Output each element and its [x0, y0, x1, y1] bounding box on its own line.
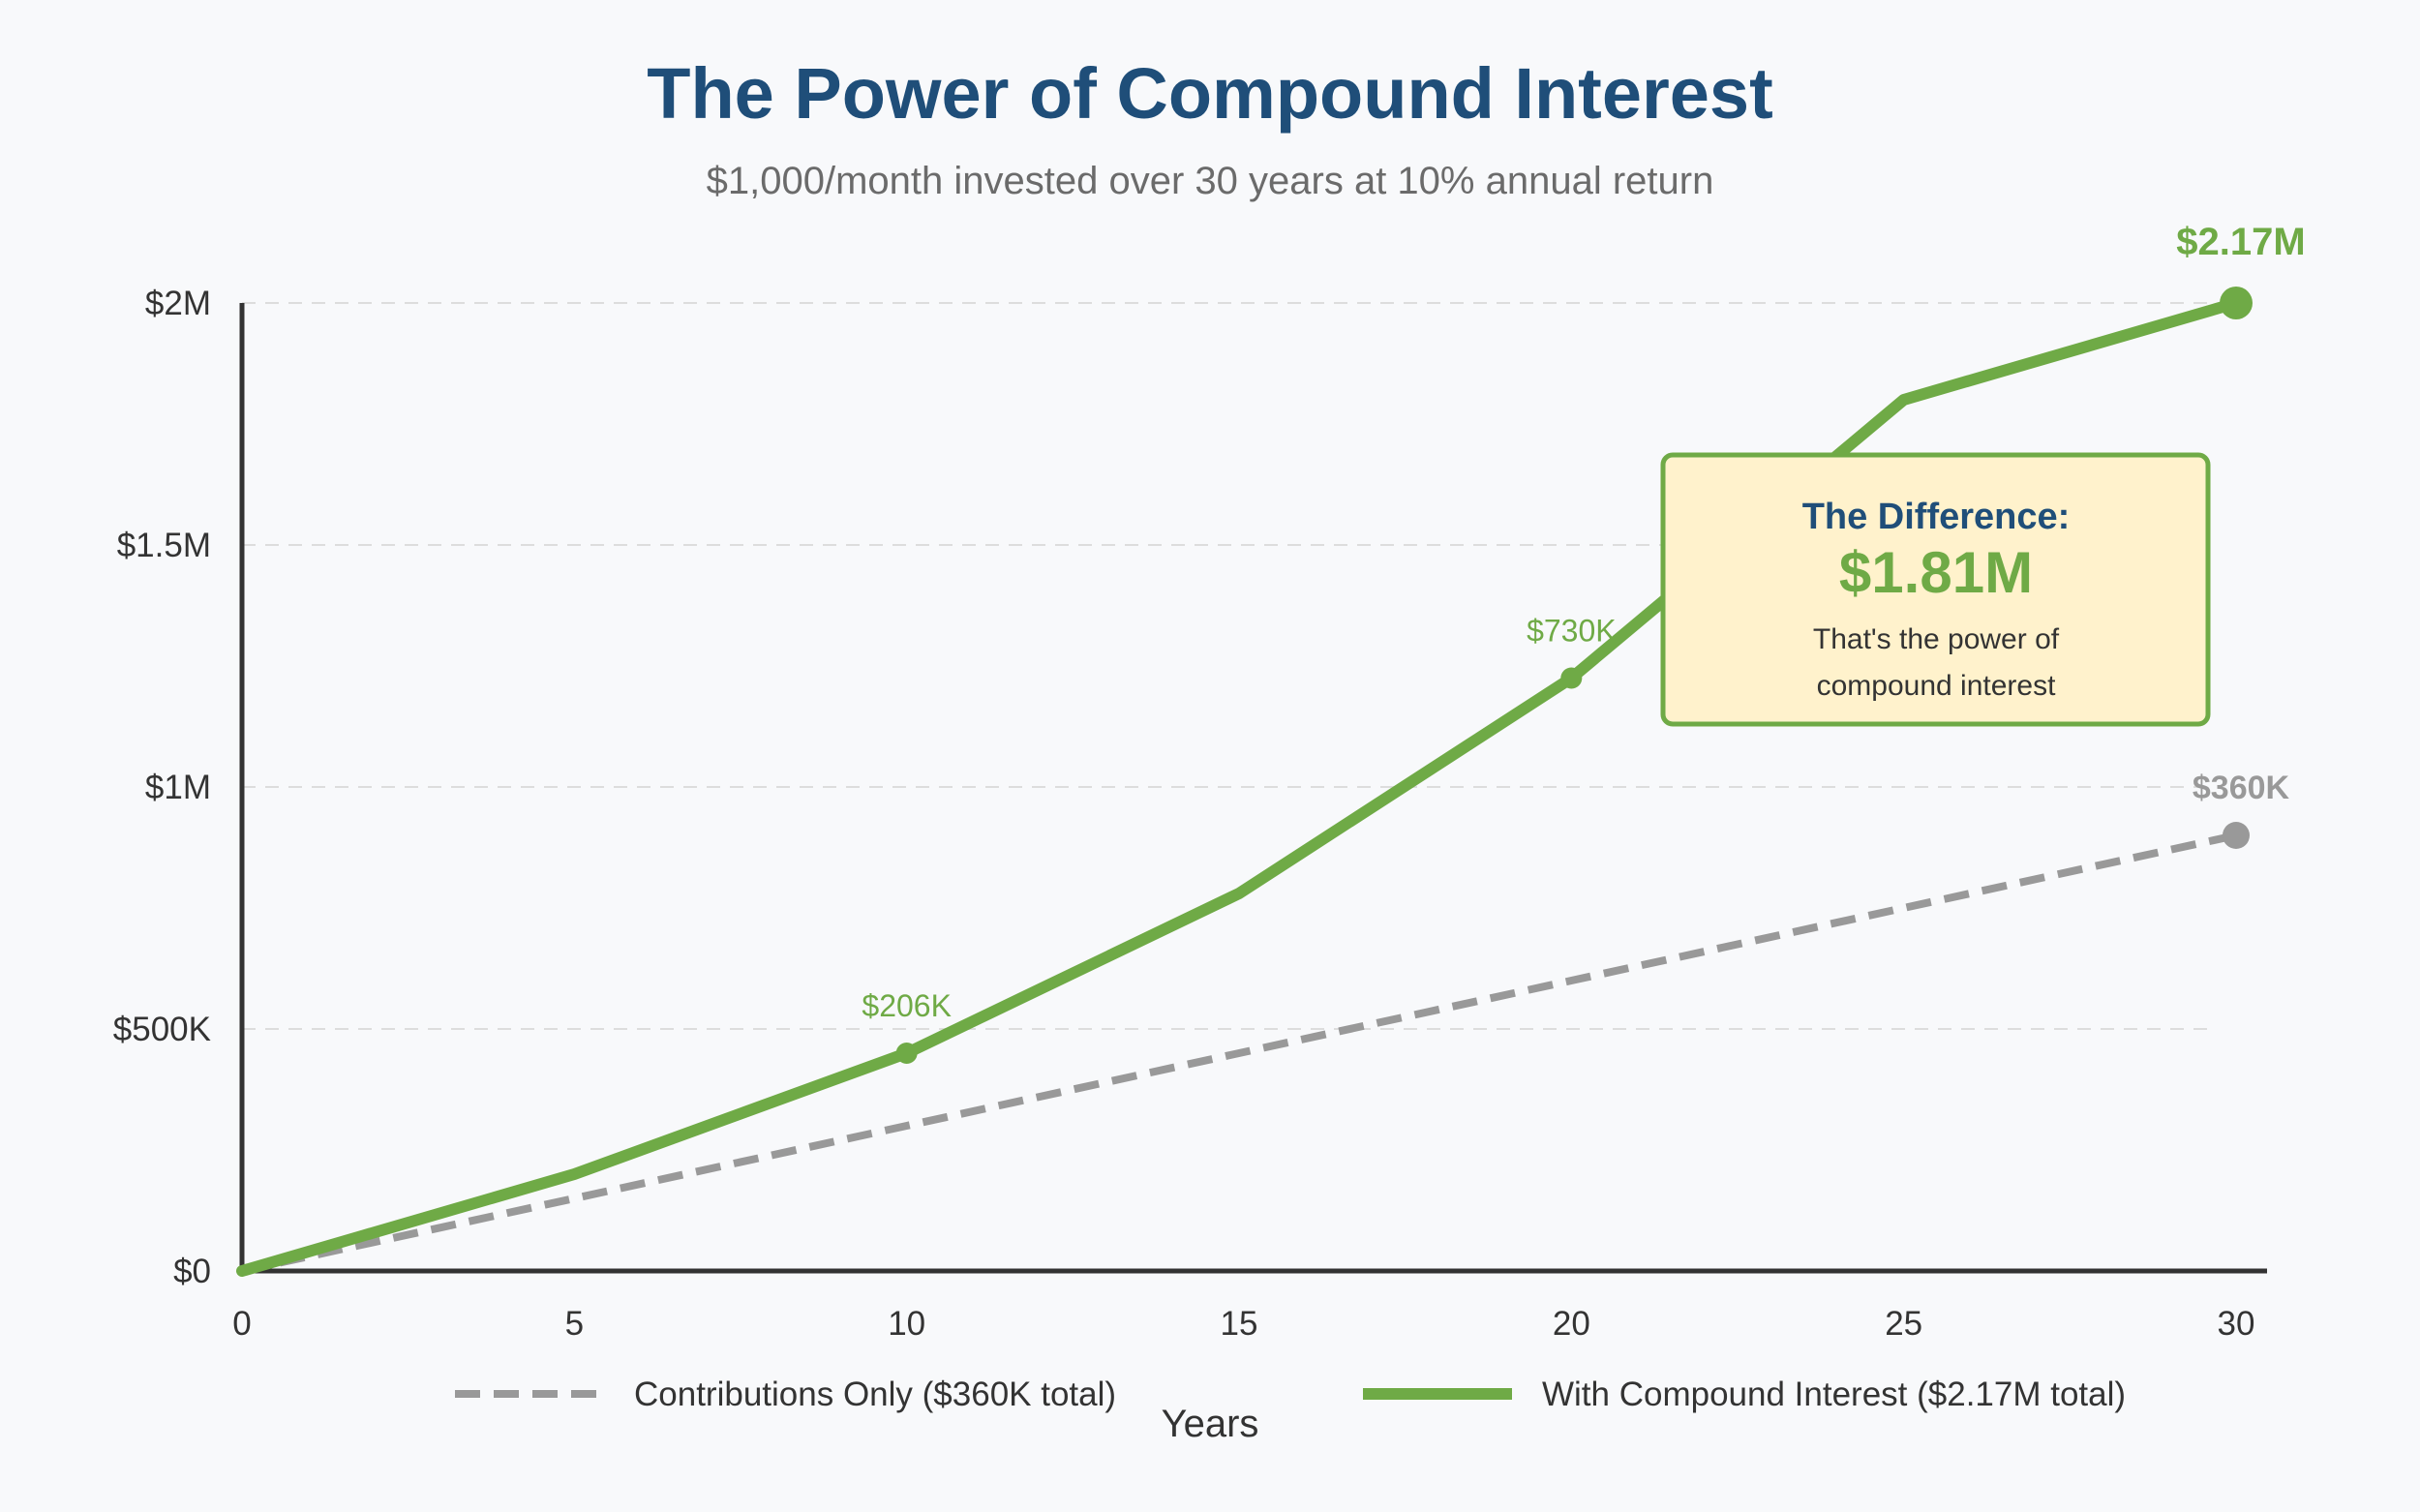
- chart-subtitle: $1,000/month invested over 30 years at 1…: [707, 160, 1714, 202]
- grid: [242, 302, 2217, 1030]
- data-point-compound: [2220, 287, 2253, 319]
- x-axis-label: Years: [1162, 1403, 1259, 1445]
- legend-label-contributions: Contributions Only ($360K total): [634, 1376, 1116, 1413]
- data-label: $2.17M: [2176, 221, 2305, 263]
- data-point-compound: [1560, 667, 1583, 689]
- axes: $0 $500K $1M $1.5M $2M 0 5 10 15 20 25 30: [113, 285, 2267, 1343]
- x-tick-label: 20: [1553, 1305, 1590, 1343]
- callout-box: [1660, 452, 2211, 727]
- series: [236, 297, 2242, 1277]
- y-tick-label: $2M: [145, 285, 211, 322]
- data-point-compound: [895, 1043, 918, 1064]
- x-tick-label: 10: [888, 1305, 925, 1343]
- legend-label-compound: With Compound Interest ($2.17M total): [1542, 1376, 2126, 1413]
- data-point-contributions: [2223, 822, 2250, 849]
- difference-callout: The Difference: $1.81M That's the power …: [1660, 452, 2211, 727]
- x-tick-label: 15: [1221, 1305, 1258, 1343]
- x-tick-label: 25: [1885, 1305, 1922, 1343]
- x-tick-label: 0: [232, 1305, 251, 1343]
- callout-line-1: That's the power of: [1813, 623, 2060, 655]
- series-line-compound: [236, 297, 2242, 1277]
- data-label: $360K: [2193, 770, 2290, 806]
- chart-title: The Power of Compound Interest: [647, 53, 1772, 134]
- y-tick-label: $0: [173, 1253, 211, 1290]
- data-label: $730K: [1527, 614, 1617, 649]
- series-line-contributions: [241, 832, 2237, 1275]
- legend: Contributions Only ($360K total) With Co…: [455, 1376, 2126, 1413]
- markers: [895, 287, 2253, 1064]
- callout-line-2: compound interest: [1817, 670, 2056, 702]
- callout-title: The Difference:: [1802, 497, 2071, 537]
- y-tick-label: $1M: [145, 769, 211, 806]
- x-tick-label: 30: [2218, 1305, 2255, 1343]
- callout-value: $1.81M: [1839, 540, 2033, 605]
- y-tick-label: $500K: [113, 1011, 211, 1048]
- data-label: $206K: [862, 988, 952, 1023]
- y-tick-label: $1.5M: [117, 527, 211, 564]
- data-labels: $206K $730K $2.17M $360K: [862, 221, 2305, 1023]
- x-tick-label: 5: [565, 1305, 584, 1343]
